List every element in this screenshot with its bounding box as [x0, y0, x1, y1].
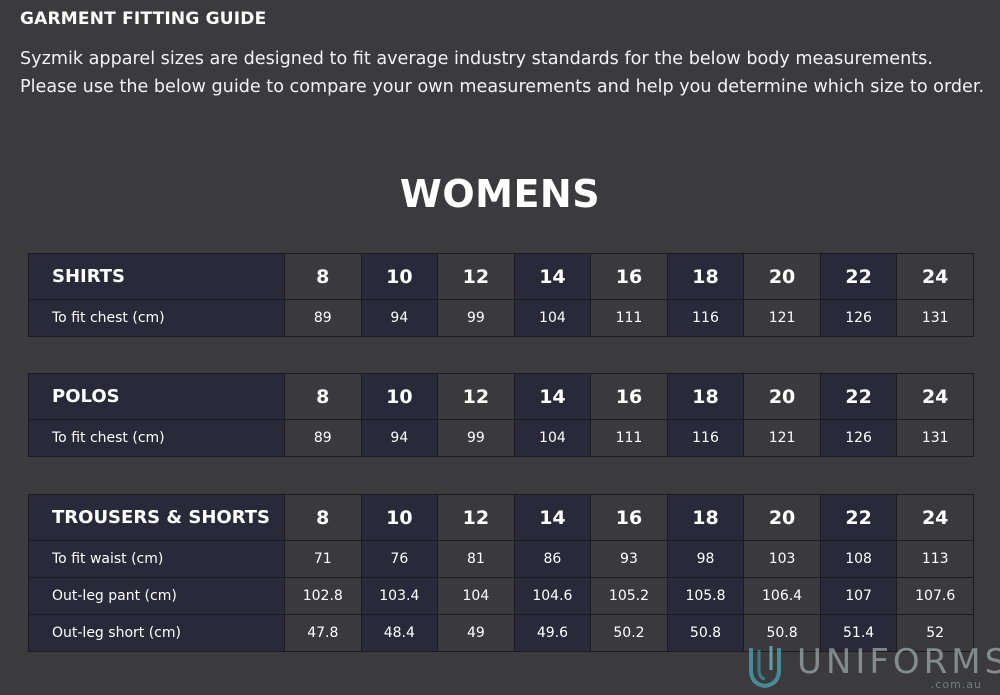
size-header: 16: [590, 494, 668, 541]
measurement-cell: 113: [896, 540, 974, 578]
measurement-cell: 107.6: [896, 577, 974, 615]
measurement-cell: 52: [896, 614, 974, 652]
size-header: 22: [819, 253, 898, 300]
measurement-cell: 126: [819, 299, 898, 337]
measurement-cell: 50.2: [590, 614, 668, 652]
measurement-cell: 94: [360, 299, 439, 337]
measurement-cell: 108: [819, 540, 898, 578]
measurement-cell: 89: [284, 419, 362, 457]
measurement-cell: 49.6: [513, 614, 592, 652]
measurement-cell: 93: [590, 540, 668, 578]
measurement-cell: 99: [437, 419, 515, 457]
size-header: 24: [896, 373, 974, 420]
size-header: 10: [360, 373, 439, 420]
size-header: 14: [513, 373, 592, 420]
size-header: 12: [437, 253, 515, 300]
shirts-size-table: SHIRTS 8 10 12 14 16 18 20 22 24 To fit …: [28, 253, 974, 337]
measurement-cell: 102.8: [284, 577, 362, 615]
measurement-cell: 111: [590, 299, 668, 337]
size-header: 16: [590, 373, 668, 420]
size-header: 8: [284, 373, 362, 420]
size-header: 24: [896, 253, 974, 300]
trousers-shorts-size-table: TROUSERS & SHORTS 8 10 12 14 16 18 20 22…: [28, 494, 974, 652]
measurement-cell: 51.4: [819, 614, 898, 652]
size-header: 18: [666, 494, 745, 541]
category-label: POLOS: [28, 373, 285, 420]
measurement-cell: 81: [437, 540, 515, 578]
row-label: To fit waist (cm): [28, 540, 285, 578]
measurement-cell: 86: [513, 540, 592, 578]
measurement-cell: 116: [666, 299, 745, 337]
table-row: Out-leg pant (cm) 102.8 103.4 104 104.6 …: [28, 577, 974, 615]
row-label: To fit chest (cm): [28, 299, 285, 337]
measurement-cell: 50.8: [666, 614, 745, 652]
size-header: 22: [819, 373, 898, 420]
table-row: Out-leg short (cm) 47.8 48.4 49 49.6 50.…: [28, 614, 974, 652]
size-header: 22: [819, 494, 898, 541]
measurement-cell: 50.8: [743, 614, 821, 652]
measurement-cell: 131: [896, 299, 974, 337]
watermark-brand: UNIFORMS: [797, 642, 1000, 682]
measurement-cell: 111: [590, 419, 668, 457]
category-label: SHIRTS: [28, 253, 285, 300]
table-header-row: POLOS 8 10 12 14 16 18 20 22 24: [28, 373, 974, 420]
measurement-cell: 47.8: [284, 614, 362, 652]
measurement-cell: 104: [513, 299, 592, 337]
size-header: 14: [513, 253, 592, 300]
size-header: 10: [360, 494, 439, 541]
guide-title: GARMENT FITTING GUIDE: [20, 9, 267, 29]
measurement-cell: 116: [666, 419, 745, 457]
size-header: 20: [743, 253, 821, 300]
measurement-cell: 106.4: [743, 577, 821, 615]
measurement-cell: 76: [360, 540, 439, 578]
measurement-cell: 94: [360, 419, 439, 457]
size-header: 12: [437, 494, 515, 541]
table-row: To fit chest (cm) 89 94 99 104 111 116 1…: [28, 299, 974, 337]
table-header-row: SHIRTS 8 10 12 14 16 18 20 22 24: [28, 253, 974, 300]
size-header: 8: [284, 253, 362, 300]
measurement-cell: 103.4: [360, 577, 439, 615]
size-header: 12: [437, 373, 515, 420]
measurement-cell: 107: [819, 577, 898, 615]
measurement-cell: 121: [743, 299, 821, 337]
size-header: 20: [743, 494, 821, 541]
row-label: Out-leg short (cm): [28, 614, 285, 652]
table-row: To fit waist (cm) 71 76 81 86 93 98 103 …: [28, 540, 974, 578]
row-label: To fit chest (cm): [28, 419, 285, 457]
size-header: 16: [590, 253, 668, 300]
measurement-cell: 121: [743, 419, 821, 457]
measurement-cell: 105.8: [666, 577, 745, 615]
size-header: 8: [284, 494, 362, 541]
table-row: To fit chest (cm) 89 94 99 104 111 116 1…: [28, 419, 974, 457]
size-header: 18: [666, 373, 745, 420]
size-header: 10: [360, 253, 439, 300]
section-heading: WOMENS: [399, 172, 601, 216]
measurement-cell: 49: [437, 614, 515, 652]
table-header-row: TROUSERS & SHORTS 8 10 12 14 16 18 20 22…: [28, 494, 974, 541]
watermark-domain: .com.au: [930, 678, 982, 691]
measurement-cell: 131: [896, 419, 974, 457]
measurement-cell: 103: [743, 540, 821, 578]
measurement-cell: 126: [819, 419, 898, 457]
measurement-cell: 104: [437, 577, 515, 615]
size-header: 20: [743, 373, 821, 420]
size-header: 18: [666, 253, 745, 300]
polos-size-table: POLOS 8 10 12 14 16 18 20 22 24 To fit c…: [28, 373, 974, 457]
row-label: Out-leg pant (cm): [28, 577, 285, 615]
uniforms-watermark-logo: UNIFORMS .com.au: [745, 640, 1000, 692]
measurement-cell: 71: [284, 540, 362, 578]
measurement-cell: 89: [284, 299, 362, 337]
measurement-cell: 48.4: [360, 614, 439, 652]
category-label: TROUSERS & SHORTS: [28, 494, 285, 541]
measurement-cell: 99: [437, 299, 515, 337]
size-header: 14: [513, 494, 592, 541]
intro-text: Syzmik apparel sizes are designed to fit…: [20, 49, 985, 97]
u-logo-icon: [749, 646, 781, 689]
measurement-cell: 105.2: [590, 577, 668, 615]
size-header: 24: [896, 494, 974, 541]
measurement-cell: 104.6: [513, 577, 592, 615]
measurement-cell: 98: [666, 540, 745, 578]
measurement-cell: 104: [513, 419, 592, 457]
